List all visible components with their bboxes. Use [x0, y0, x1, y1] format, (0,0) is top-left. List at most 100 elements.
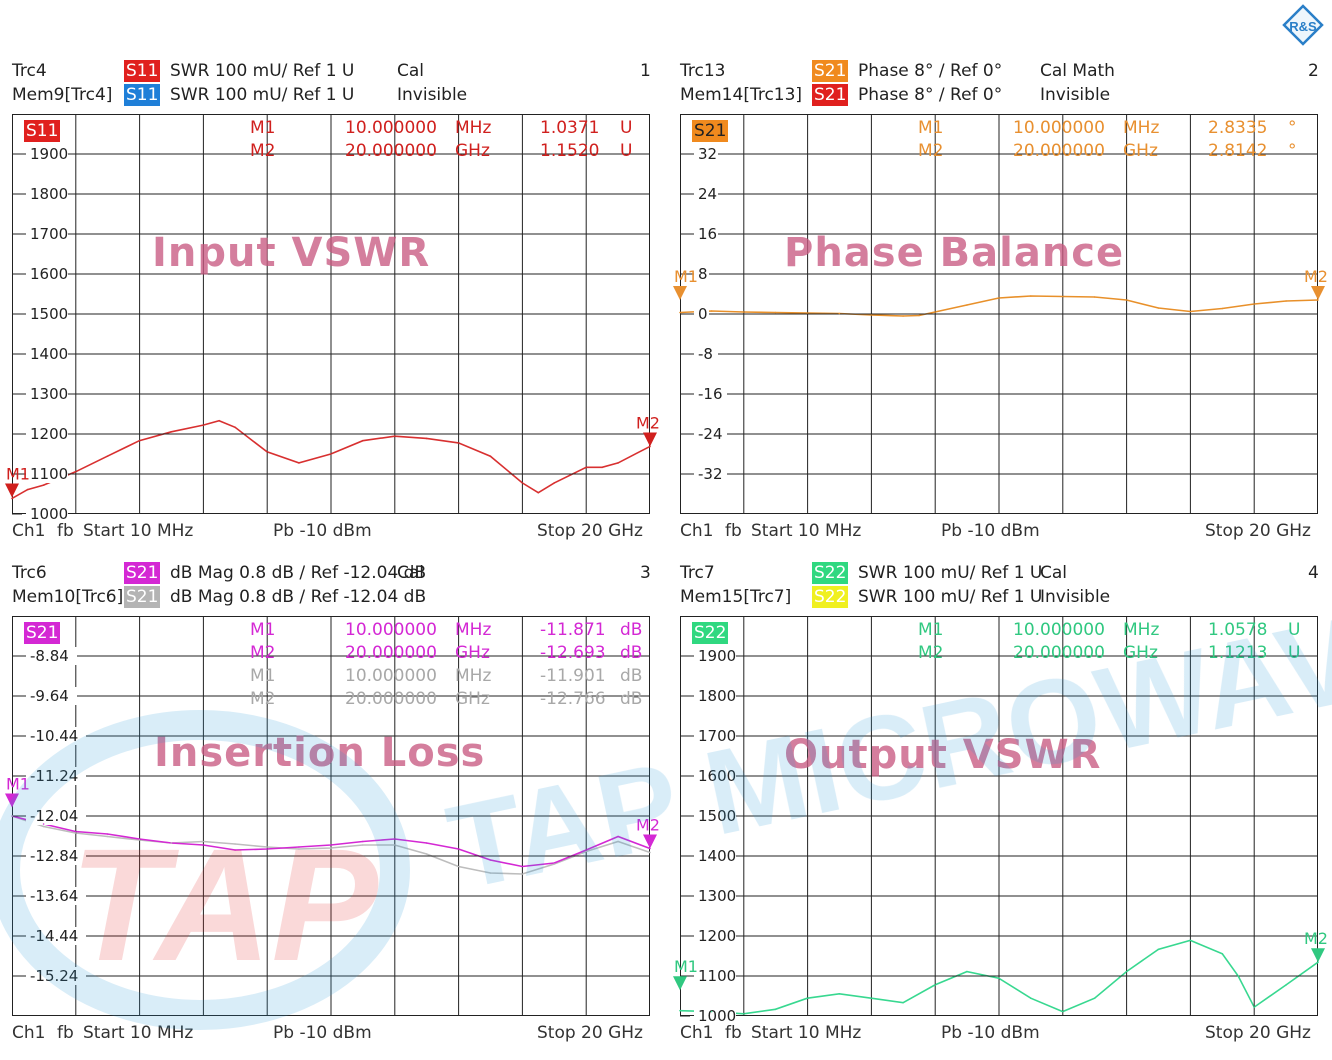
trace-status: Cal — [397, 563, 425, 583]
y-tick-label: 1800 — [698, 687, 736, 705]
marker-freq-unit: MHz — [1123, 620, 1160, 640]
series-point — [74, 830, 77, 833]
trace-tag[interactable]: S22 — [692, 622, 729, 644]
series-point — [202, 424, 204, 426]
trace-tag[interactable]: S21 — [24, 622, 61, 644]
series-point — [298, 846, 300, 848]
series-point — [774, 311, 777, 314]
tick-label-bg — [26, 425, 68, 443]
series-point — [74, 470, 77, 473]
series-point — [710, 310, 713, 312]
series-point — [1029, 295, 1032, 297]
y-tick-label: 1500 — [698, 807, 736, 825]
footer-power: Pb -10 dBm — [273, 1023, 372, 1043]
series-point — [26, 488, 29, 491]
memory-status: Invisible — [1040, 587, 1111, 607]
series-point — [553, 482, 556, 484]
series-point — [1221, 307, 1224, 310]
series-point — [649, 851, 651, 854]
marker-freq-unit: MHz — [1123, 118, 1160, 138]
marker-frequency: 20.000000 — [345, 689, 437, 709]
marker-triangle-1 — [5, 793, 19, 808]
marker-value-unit: U — [620, 118, 633, 138]
marker-triangle-1 — [673, 976, 687, 991]
chart-panel-3[interactable]: Trc6 S21 dB Mag 0.8 dB / Ref -12.04 dB Cal 3… — [0, 560, 662, 1060]
memory-param-badge[interactable]: S21 — [812, 84, 849, 106]
marker-frequency: 20.000000 — [345, 141, 437, 161]
trace-tag[interactable]: S21 — [692, 120, 729, 142]
series-point — [1221, 952, 1224, 955]
marker-value: -12.766 — [540, 689, 606, 709]
series-point — [774, 1008, 777, 1011]
tick-label-bg — [26, 225, 68, 243]
y-tick-label: -32 — [698, 465, 723, 483]
series-point — [138, 439, 141, 442]
series-point — [393, 435, 396, 438]
chart-panel-1[interactable]: Trc4 S11 SWR 100 mU/ Ref 1 U Cal 1 Mem9[Trc4]… — [0, 58, 662, 558]
y-tick-label: -12.04 — [30, 807, 78, 825]
chart-panel-4[interactable]: Trc7 S22 SWR 100 mU/ Ref 1 U Cal 4 Mem15[Trc7… — [668, 560, 1330, 1060]
tick-label-bg — [26, 927, 86, 945]
tick-label-bg — [694, 927, 736, 945]
y-tick-label: 1100 — [30, 465, 68, 483]
trace-param-badge[interactable]: S21 — [812, 60, 849, 82]
footer-stop: Stop 20 GHz — [1205, 1023, 1311, 1043]
y-tick-label: 1600 — [30, 265, 68, 283]
marker-name: M2 — [250, 643, 276, 663]
series-point — [710, 1010, 713, 1013]
y-tick-label: 1300 — [698, 887, 736, 905]
series-point — [902, 315, 904, 317]
trace-name: Trc13 — [680, 61, 726, 81]
tick-label-bg — [694, 967, 736, 985]
marker-freq-unit: MHz — [455, 666, 492, 686]
memory-trace-name: Mem14[Trc13] — [680, 85, 803, 105]
trace-param-badge[interactable]: S21 — [124, 562, 161, 584]
y-tick-label: -9.64 — [30, 687, 69, 705]
series-point — [585, 850, 587, 853]
y-tick-label: -8.84 — [30, 647, 69, 665]
series-point — [1285, 300, 1287, 302]
memory-param-badge[interactable]: S11 — [124, 84, 161, 106]
series-point — [1189, 939, 1192, 942]
tick-label-bg — [694, 225, 718, 243]
marker-label: M1 — [674, 957, 698, 976]
memory-param-badge[interactable]: S21 — [124, 586, 161, 608]
trace-param-badge[interactable]: S11 — [124, 60, 161, 82]
series-point — [1061, 1010, 1064, 1013]
series-point — [585, 466, 587, 469]
memory-format: SWR 100 mU/ Ref 1 U — [858, 587, 1043, 607]
marker-frequency: 10.000000 — [345, 620, 437, 640]
series-point — [806, 312, 809, 314]
memory-format: Phase 8° / Ref 0° — [858, 85, 1003, 105]
series-point — [106, 455, 109, 458]
footer-fb: fb — [725, 1023, 742, 1043]
tick-label-bg — [26, 385, 68, 403]
trace-name: Trc6 — [12, 563, 47, 583]
tick-label-bg — [26, 687, 77, 705]
series-point — [170, 430, 173, 433]
series-point — [679, 311, 681, 314]
y-tick-label: -13.64 — [30, 887, 78, 905]
y-tick-label: 1800 — [30, 185, 68, 203]
chart-title: Output VSWR — [784, 732, 1102, 778]
trace-tag[interactable]: S11 — [24, 120, 61, 142]
series-point — [330, 453, 332, 455]
chart-title: Insertion Loss — [154, 730, 486, 776]
footer-stop: Stop 20 GHz — [537, 521, 643, 541]
marker-label: M2 — [1304, 929, 1328, 948]
chart-panel-2[interactable]: Trc13 S21 Phase 8° / Ref 0° Cal Math 2 Mem14[… — [668, 58, 1330, 558]
marker-value: -11.901 — [540, 666, 606, 686]
memory-param-badge[interactable]: S22 — [812, 586, 849, 608]
tick-label-bg — [26, 185, 68, 203]
trace-param-badge[interactable]: S22 — [812, 562, 849, 584]
series-point — [425, 437, 428, 440]
marker-frequency: 10.000000 — [345, 118, 437, 138]
tick-label-bg — [694, 465, 727, 483]
marker-value-unit: dB — [620, 643, 643, 663]
marker-value-unit: U — [1288, 643, 1301, 663]
series-point — [489, 859, 492, 861]
series-point — [457, 848, 460, 850]
tick-label-bg — [694, 1007, 736, 1025]
marker-frequency: 20.000000 — [1013, 141, 1105, 161]
series-point — [934, 311, 936, 313]
